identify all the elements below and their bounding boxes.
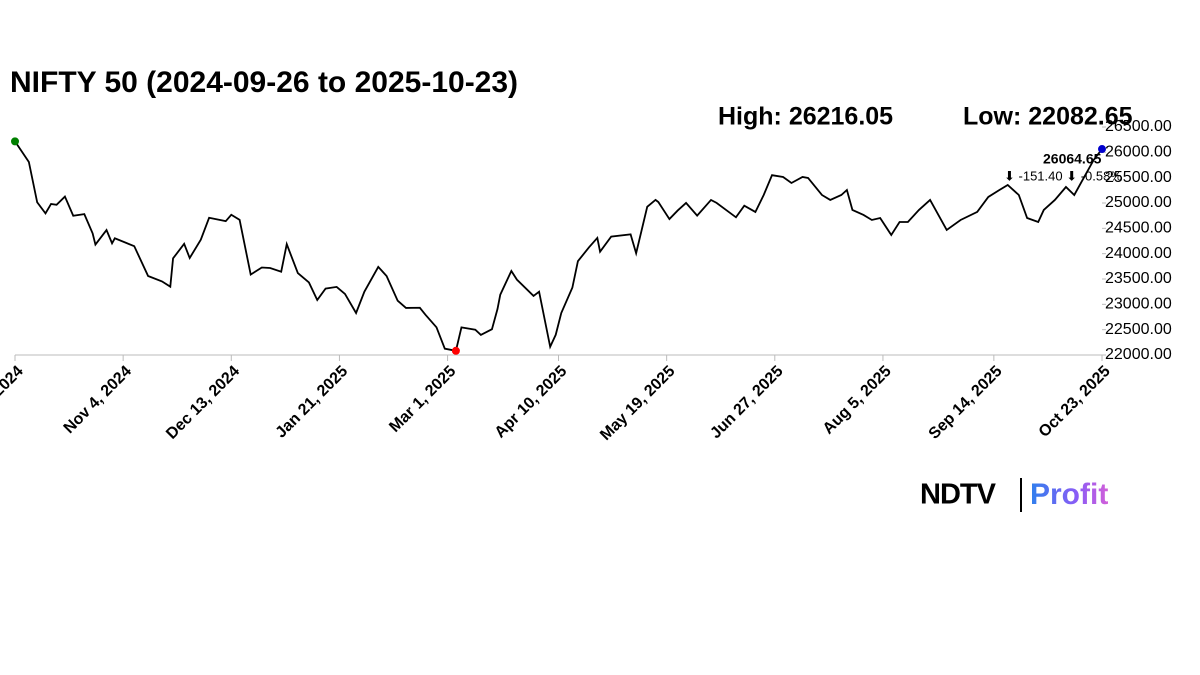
low-label: Low: 22082.65 (963, 103, 1133, 131)
x-tick-label: May 19, 2025 (597, 363, 678, 444)
x-tick-label: Mar 1, 2025 (386, 363, 459, 436)
y-tick-label: 22000.00 (1105, 346, 1172, 363)
x-tick-label: Sep 26, 2024 (0, 363, 27, 443)
high-label: High: 26216.05 (718, 103, 893, 131)
logo-brand: NDTV (920, 479, 997, 511)
change-label: ⬇ -151.40 ⬇ -0.58% (1004, 168, 1122, 183)
end-marker (1098, 145, 1106, 154)
x-tick-label: Jan 21, 2025 (273, 363, 352, 442)
y-tick-label: 23000.00 (1105, 296, 1172, 313)
y-tick-label: 24500.00 (1105, 220, 1172, 237)
start-marker (11, 137, 19, 146)
x-tick-label: Aug 5, 2025 (820, 363, 895, 438)
x-tick-label: Apr 10, 2025 (492, 363, 571, 442)
y-tick-label: 26000.00 (1105, 144, 1172, 161)
logo-product: Profit (1030, 478, 1108, 511)
y-tick-label: 22500.00 (1105, 321, 1172, 338)
x-tick-label: Jun 27, 2025 (707, 363, 786, 442)
y-tick-label: 25500.00 (1105, 169, 1172, 186)
low-marker (451, 346, 460, 355)
last-label: 26064.65 (1043, 151, 1102, 167)
y-tick-label: 23500.00 (1105, 270, 1172, 287)
y-tick-label: 26500.00 (1105, 118, 1172, 135)
x-tick-label: Nov 4, 2024 (61, 363, 135, 437)
y-tick-label: 24000.00 (1105, 245, 1172, 262)
price-line (14, 140, 1103, 352)
x-tick-label: Dec 13, 2024 (163, 363, 243, 443)
logo: NDTV Profit (920, 478, 1108, 512)
y-tick-label: 25000.00 (1105, 194, 1172, 211)
x-tick-label: Sep 14, 2025 (926, 363, 1006, 443)
chart-title: NIFTY 50 (2024-09-26 to 2025-10-23) (10, 66, 518, 99)
x-tick-label: Oct 23, 2025 (1036, 363, 1114, 441)
